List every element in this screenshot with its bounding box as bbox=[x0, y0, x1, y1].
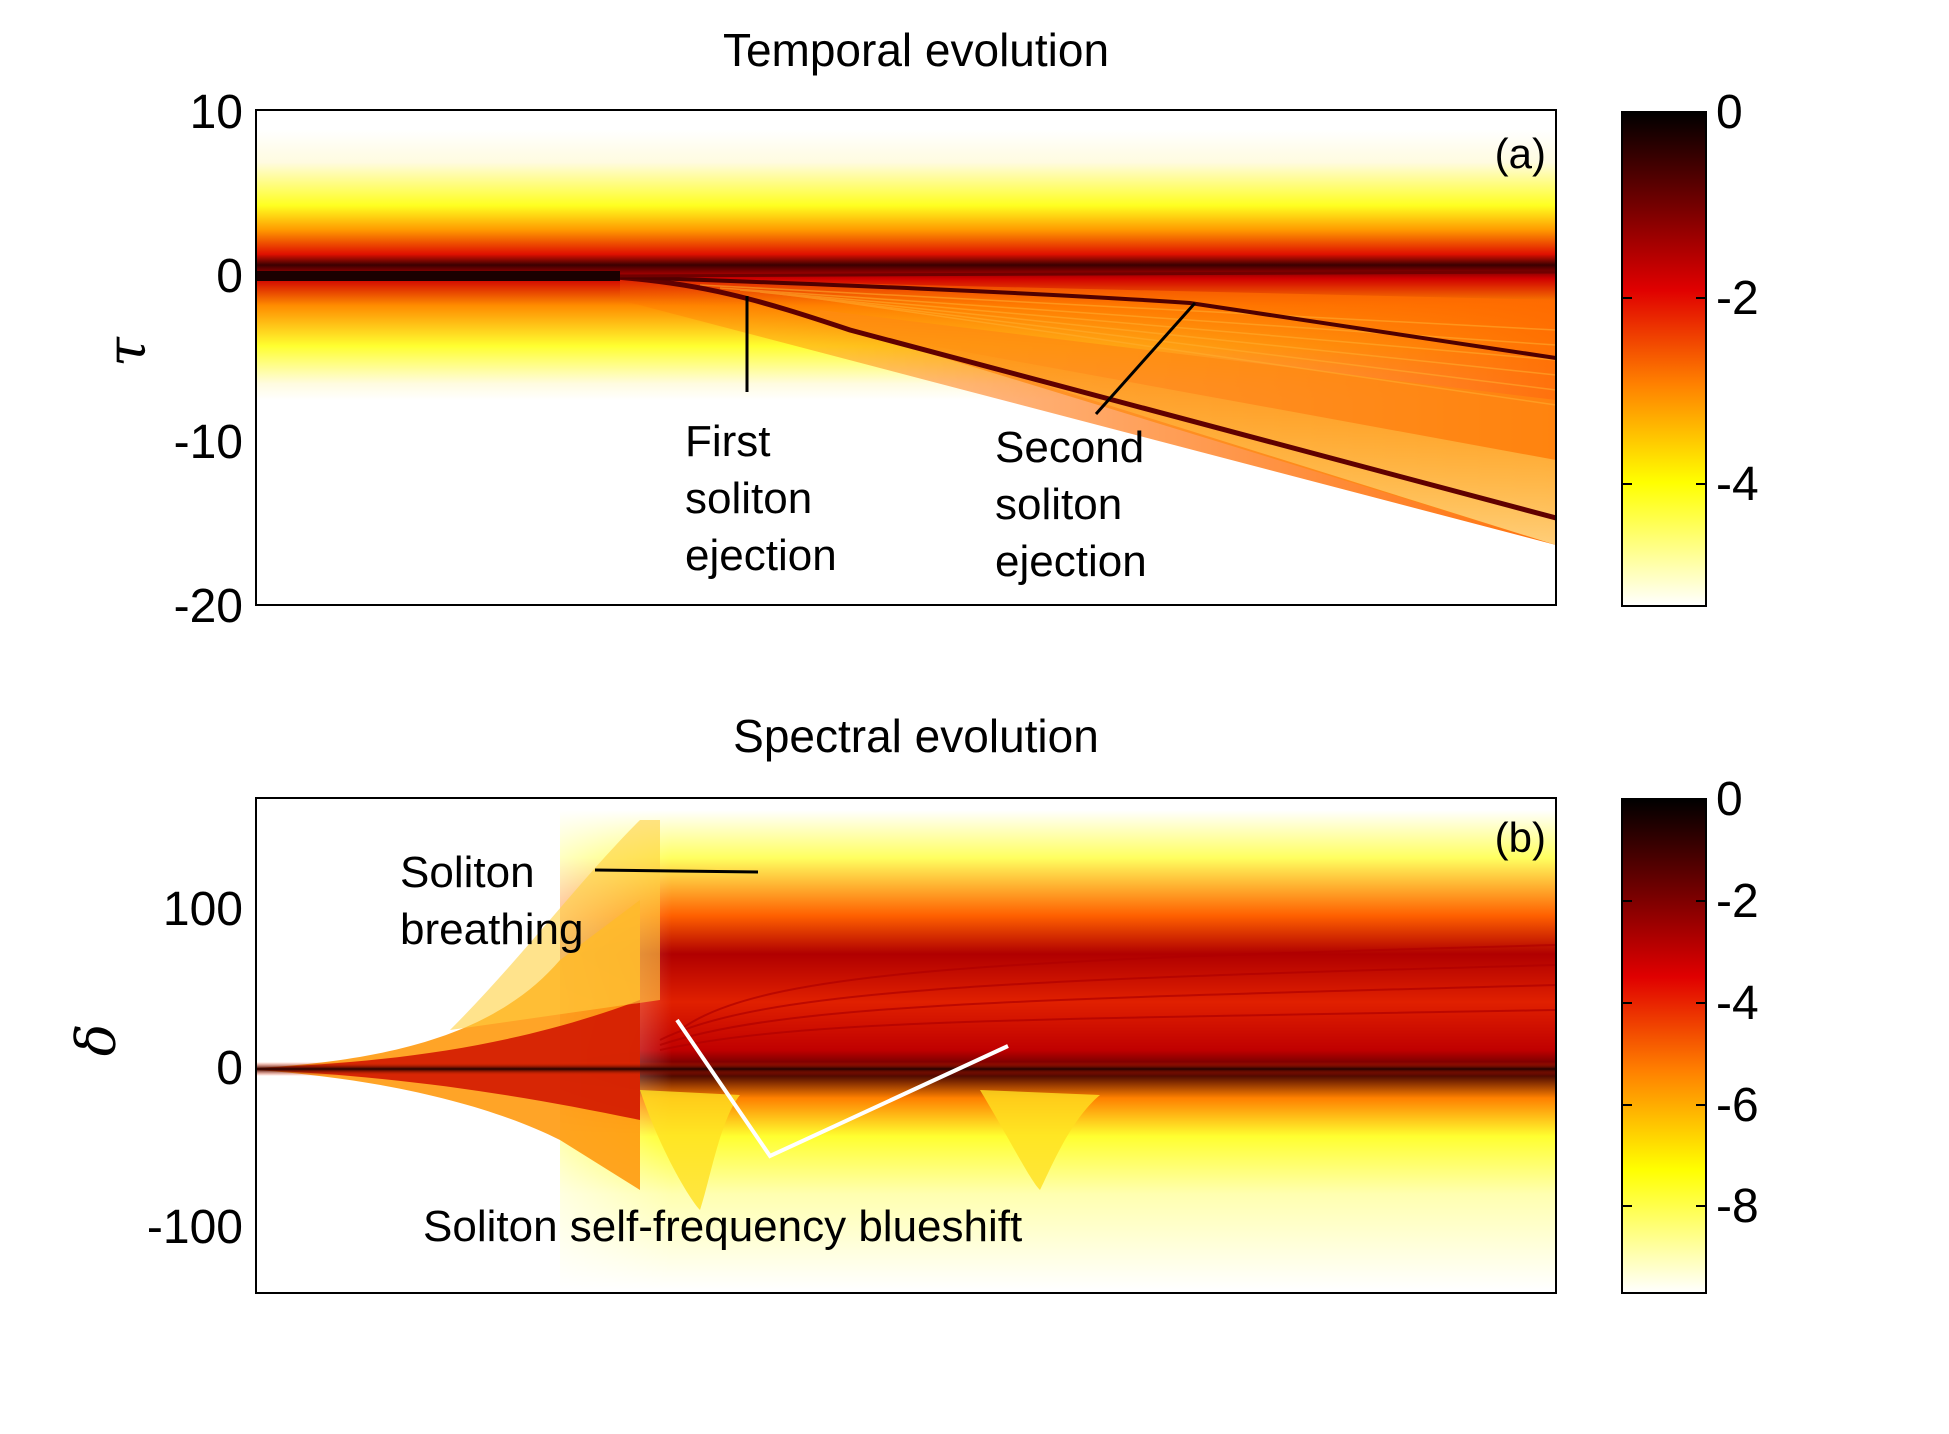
cbar-b-tick-0: 0 bbox=[1716, 773, 1743, 826]
colorbar-b bbox=[1621, 798, 1707, 1294]
heatmap-b bbox=[256, 798, 1556, 1293]
panel-label-b: (b) bbox=[1495, 814, 1546, 861]
colorbar-a-ticks bbox=[1622, 111, 1706, 485]
title-b: Spectral evolution bbox=[733, 710, 1099, 762]
panel-a: Temporal evolution 10 bbox=[95, 24, 1759, 633]
colorbar-b-ticks bbox=[1622, 798, 1706, 1207]
pointer-breathing bbox=[594, 868, 759, 874]
cbar-a-tick-neg2: -2 bbox=[1716, 272, 1759, 325]
panel-label-a: (a) bbox=[1495, 130, 1546, 177]
panel-b: Spectral evolution 100 bbox=[65, 710, 1759, 1294]
plot-frame-b bbox=[255, 797, 1557, 1294]
ytick-a-neg10: -10 bbox=[174, 416, 243, 469]
annotation-blueshift: Soliton self-frequency blueshift bbox=[423, 1202, 1022, 1251]
cbar-a-tick-0: 0 bbox=[1716, 86, 1743, 139]
heatmap-a bbox=[256, 110, 1556, 605]
colorbar-a bbox=[1621, 111, 1707, 607]
annotation-breathing: Soliton breathing bbox=[400, 848, 583, 954]
annotation-second-ejection: Second soliton ejection bbox=[995, 423, 1156, 586]
ytick-b-0: 0 bbox=[216, 1042, 243, 1095]
ytick-b-100: 100 bbox=[163, 883, 243, 936]
pointer-second-ejection bbox=[1094, 302, 1197, 415]
pointer-blueshift bbox=[675, 1018, 1009, 1159]
cbar-a-tick-neg4: -4 bbox=[1716, 458, 1759, 511]
ytick-a-10: 10 bbox=[190, 86, 243, 139]
cbar-b-tick-neg2: -2 bbox=[1716, 875, 1759, 928]
cbar-b-tick-neg4: -4 bbox=[1716, 977, 1759, 1030]
plot-frame-a bbox=[255, 109, 1557, 606]
title-a: Temporal evolution bbox=[723, 24, 1109, 76]
ylabel-a: τ bbox=[95, 336, 158, 367]
cbar-b-tick-neg8: -8 bbox=[1716, 1180, 1759, 1233]
cbar-b-tick-neg6: -6 bbox=[1716, 1079, 1759, 1132]
ylabel-b: δ bbox=[65, 1024, 128, 1057]
ytick-a-neg20: -20 bbox=[174, 580, 243, 633]
ytick-a-0: 0 bbox=[216, 250, 243, 303]
ytick-b-neg100: -100 bbox=[147, 1201, 243, 1254]
annotation-first-ejection: First soliton ejection bbox=[685, 417, 837, 580]
